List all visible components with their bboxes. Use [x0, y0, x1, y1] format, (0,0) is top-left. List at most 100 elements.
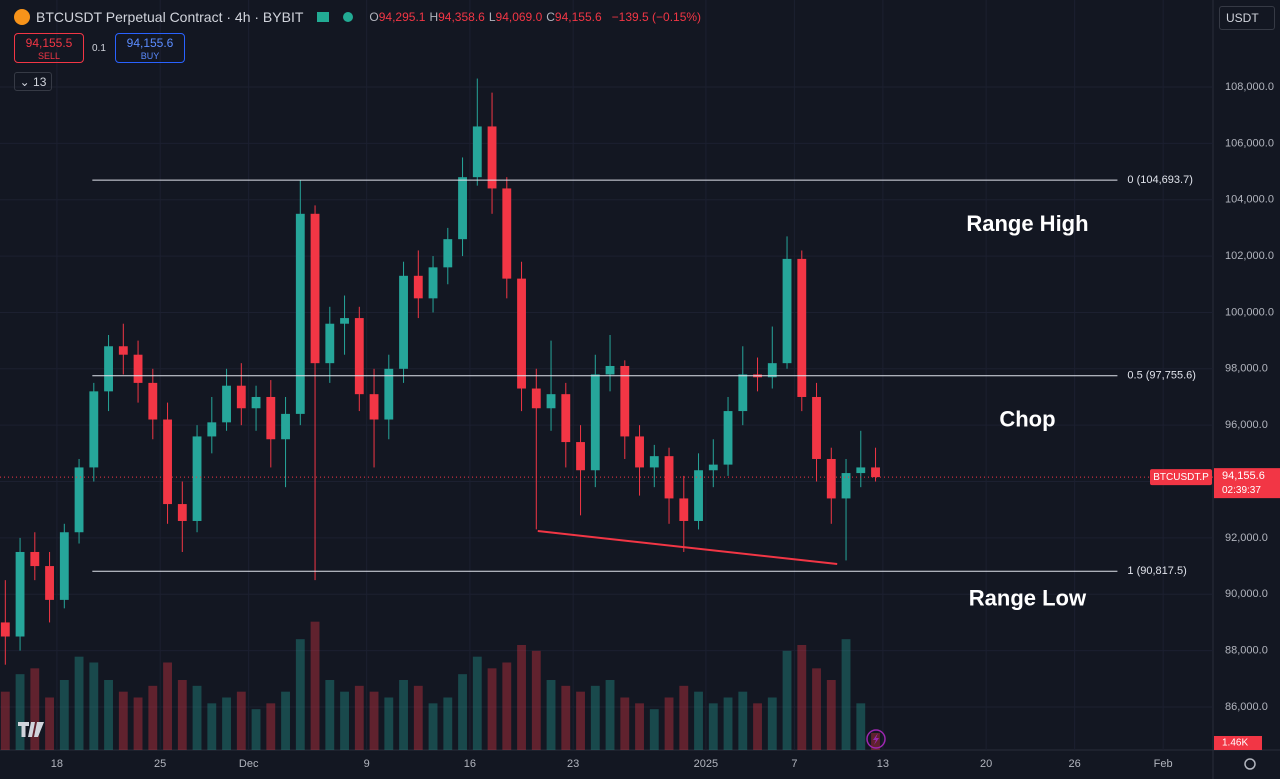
indicators-toggle[interactable]: ⌄ 13	[14, 72, 52, 91]
volume-tag	[1214, 736, 1262, 750]
symbol-tag-label: BTCUSDT.P	[1153, 472, 1209, 483]
ohlc-key: C	[546, 10, 555, 24]
volume-bar	[59, 680, 69, 750]
volume-bar	[133, 697, 143, 750]
settings-icon[interactable]	[1244, 758, 1256, 770]
candle-body	[472, 126, 482, 178]
volume-bar	[30, 668, 40, 750]
ohlc-value: 94,358.6	[438, 10, 485, 24]
y-tick-label: 108,000.0	[1225, 81, 1274, 93]
sell-label: SELL	[37, 51, 61, 61]
price-tag-label: 94,155.6	[1222, 470, 1265, 482]
y-tick-label: 100,000.0	[1225, 306, 1274, 318]
candle-body	[708, 464, 718, 471]
volume-bar	[207, 703, 217, 750]
sell-button[interactable]: 94,155.5 SELL	[14, 33, 84, 63]
volume-bar	[561, 685, 571, 750]
x-tick-label: 26	[1069, 758, 1081, 770]
x-tick-label: 18	[51, 758, 63, 770]
buy-price: 94,155.6	[126, 36, 174, 50]
volume-bar	[45, 697, 54, 750]
fib-label: 0 (104,693.7)	[1127, 174, 1192, 186]
buy-button[interactable]: 94,155.6 BUY	[115, 33, 185, 63]
volume-bar	[428, 703, 438, 750]
volume-bar	[664, 697, 674, 750]
y-tick-label: 106,000.0	[1225, 137, 1274, 149]
candle-body	[177, 504, 187, 521]
volume-bar	[812, 668, 821, 750]
candle-body	[531, 388, 541, 409]
candle-body	[74, 467, 84, 533]
spread: 0.1	[92, 43, 106, 54]
candle-body	[723, 411, 733, 465]
sell-price: 94,155.5	[25, 36, 73, 50]
tv-logo	[18, 722, 44, 737]
candle-body	[605, 365, 615, 375]
candle-body	[30, 551, 40, 567]
volume-bar	[723, 697, 733, 750]
flag-icon[interactable]	[317, 12, 330, 22]
candle-body	[856, 467, 866, 474]
candle-body	[118, 346, 128, 355]
candle-body	[694, 470, 703, 521]
volume-bar	[0, 691, 10, 750]
candle-body	[15, 551, 25, 637]
volume-bar	[413, 685, 423, 750]
volume-bar	[694, 691, 703, 750]
volume-bar	[295, 639, 305, 750]
candle-body	[679, 498, 689, 521]
candle-body	[281, 413, 290, 440]
volume-bar	[310, 621, 320, 750]
candle-body	[576, 442, 585, 471]
candle-body	[517, 278, 526, 389]
x-tick-label: 13	[877, 758, 889, 770]
candle-body	[502, 188, 512, 279]
candle-body	[413, 275, 423, 299]
volume-bar	[576, 691, 585, 750]
ohlc-value: 94,295.1	[378, 10, 426, 24]
candle-body	[546, 394, 556, 409]
lightning-button[interactable]	[866, 729, 886, 749]
volume-bar	[340, 691, 349, 750]
volume-bar	[826, 680, 836, 750]
candle-body	[133, 354, 143, 383]
volume-bar	[192, 685, 202, 750]
candle-body	[767, 363, 777, 378]
y-tick-label: 98,000.0	[1225, 363, 1268, 375]
symbol-title[interactable]: BTCUSDT Perpetual Contract · 4h · BYBIT	[36, 9, 304, 25]
candle-body	[148, 382, 158, 420]
volume-bar	[384, 697, 394, 750]
volume-bar	[487, 668, 497, 750]
volume-tag-label: 1.46K	[1222, 738, 1248, 749]
candle-body	[782, 258, 792, 364]
currency-select[interactable]: USDT	[1219, 6, 1275, 30]
x-tick-label: 16	[464, 758, 476, 770]
candle-body	[826, 458, 836, 499]
candle-body	[236, 385, 246, 409]
countdown: 02:39:37	[1222, 485, 1261, 496]
volume-bar	[797, 645, 807, 750]
ohlc-key: H	[429, 10, 439, 24]
candle-body	[841, 473, 851, 499]
candle-body	[45, 566, 54, 600]
x-tick-label: 7	[791, 758, 797, 770]
price-tag	[1214, 468, 1280, 499]
candle-body	[340, 318, 349, 324]
volume-bar	[369, 691, 379, 750]
volume-bar	[104, 680, 113, 750]
candle-body	[104, 346, 113, 392]
y-tick-label: 86,000.0	[1225, 701, 1268, 713]
candle-body	[369, 394, 379, 420]
candle-body	[325, 323, 335, 364]
volume-bar	[118, 691, 128, 750]
volume-bar	[502, 662, 512, 750]
x-tick-label: 23	[567, 758, 579, 770]
volume-bar	[472, 656, 482, 750]
indicator-count: 13	[33, 75, 47, 89]
symbol-tag	[1150, 469, 1212, 486]
candle-body	[649, 456, 659, 468]
candle-body	[354, 318, 364, 395]
candle-body	[428, 267, 438, 299]
x-tick-label: 20	[980, 758, 992, 770]
